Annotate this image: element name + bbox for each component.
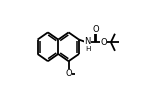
Text: O: O xyxy=(92,25,99,34)
Text: N: N xyxy=(84,37,91,46)
Text: O: O xyxy=(65,69,72,78)
Text: H: H xyxy=(85,46,90,52)
Text: O: O xyxy=(100,38,107,47)
